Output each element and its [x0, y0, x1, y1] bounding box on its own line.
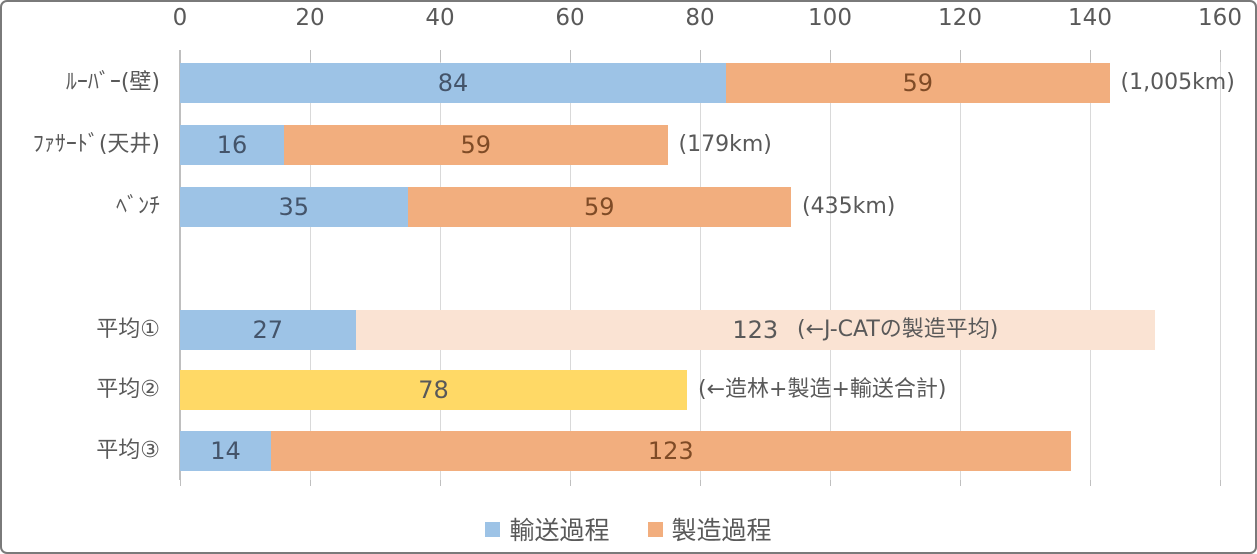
legend-swatch: [485, 521, 501, 537]
axis-tick-top: [309, 50, 311, 62]
bar-value-label: 35: [278, 193, 310, 221]
axis-tick-bottom: [1219, 480, 1221, 486]
axis-tick-bottom: [179, 480, 181, 486]
bar-value-label: 123: [647, 437, 694, 465]
bar-value-label: 59: [902, 69, 934, 97]
axis-tick-top: [829, 50, 831, 62]
row-annotation: (←J-CATの製造平均): [797, 317, 999, 342]
row-annotation: (←造林+製造+輸送合計): [698, 377, 947, 402]
legend-label: 輸送過程: [509, 516, 610, 545]
x-tick-label: 20: [295, 5, 325, 31]
bar-segment: 84: [180, 63, 726, 103]
axis-tick-top: [439, 50, 441, 62]
bar-value-label: 14: [210, 437, 241, 465]
chart-legend: 輸送過程 製造過程: [2, 511, 1255, 547]
category-label: 平均①: [96, 317, 160, 342]
axis-tick-top: [1089, 50, 1091, 62]
category-label: ﾙｰﾊﾞｰ(壁): [65, 70, 160, 95]
bar-segment: 59: [284, 125, 668, 165]
category-label: ﾍﾞﾝﾁ: [115, 194, 160, 219]
row-annotation: (435km): [802, 194, 896, 219]
gridline: [829, 50, 831, 480]
legend-item: 輸送過程: [485, 511, 610, 547]
axis-tick-bottom: [1089, 480, 1091, 486]
axis-tick-bottom: [829, 480, 831, 486]
bar-value-label: 59: [583, 193, 615, 221]
bar-value-label: 27: [252, 316, 284, 344]
axis-tick-top: [179, 50, 181, 62]
axis-tick-bottom: [699, 480, 701, 486]
axis-tick-bottom: [439, 480, 441, 486]
gridline: [699, 50, 701, 480]
category-label: 平均②: [96, 377, 160, 402]
bar-value-label: 59: [460, 131, 492, 159]
axis-tick-bottom: [959, 480, 961, 486]
legend-label: 製造過程: [671, 516, 772, 545]
bar-segment: 59: [726, 63, 1110, 103]
bar-segment: 16: [180, 125, 284, 165]
gridline: [1089, 50, 1091, 480]
bar-value-label: 16: [216, 131, 248, 159]
x-tick-label: 40: [425, 5, 455, 31]
y-axis-line: [179, 50, 181, 480]
bar-value-label: 123: [732, 316, 779, 344]
axis-tick-top: [1219, 50, 1221, 62]
axis-tick-top: [569, 50, 571, 62]
axis-tick-top: [959, 50, 961, 62]
x-tick-label: 0: [172, 5, 188, 31]
legend-item: 製造過程: [647, 511, 772, 547]
x-tick-label: 60: [555, 5, 585, 31]
x-tick-label: 100: [808, 5, 852, 31]
x-tick-label: 140: [1068, 5, 1112, 31]
legend-swatch: [647, 521, 663, 537]
bar-segment: 35: [180, 187, 408, 227]
row-annotation: (1,005km): [1120, 70, 1235, 95]
gridline: [959, 50, 961, 480]
bar-segment: 123: [355, 310, 1155, 350]
x-tick-label: 80: [685, 5, 715, 31]
x-tick-label: 120: [938, 5, 982, 31]
gridline: [309, 50, 311, 480]
category-label: ﾌｧｻｰﾄﾞ(天井): [32, 132, 160, 157]
x-tick-label: 160: [1198, 5, 1242, 31]
bar-value-label: 78: [418, 376, 449, 404]
axis-tick-bottom: [309, 480, 311, 486]
gridline: [1219, 50, 1221, 480]
category-label: 平均③: [96, 438, 160, 463]
axis-tick-bottom: [569, 480, 571, 486]
bar-segment: 78: [180, 370, 687, 410]
axis-tick-top: [699, 50, 701, 62]
gridline: [569, 50, 571, 480]
bar-segment: 14: [180, 431, 271, 471]
row-annotation: (179km): [678, 132, 772, 157]
bar-segment: 27: [180, 310, 356, 350]
bar-segment: 59: [407, 187, 791, 227]
bar-segment: 123: [271, 431, 1071, 471]
gridline: [439, 50, 441, 480]
bar-value-label: 84: [437, 69, 469, 97]
